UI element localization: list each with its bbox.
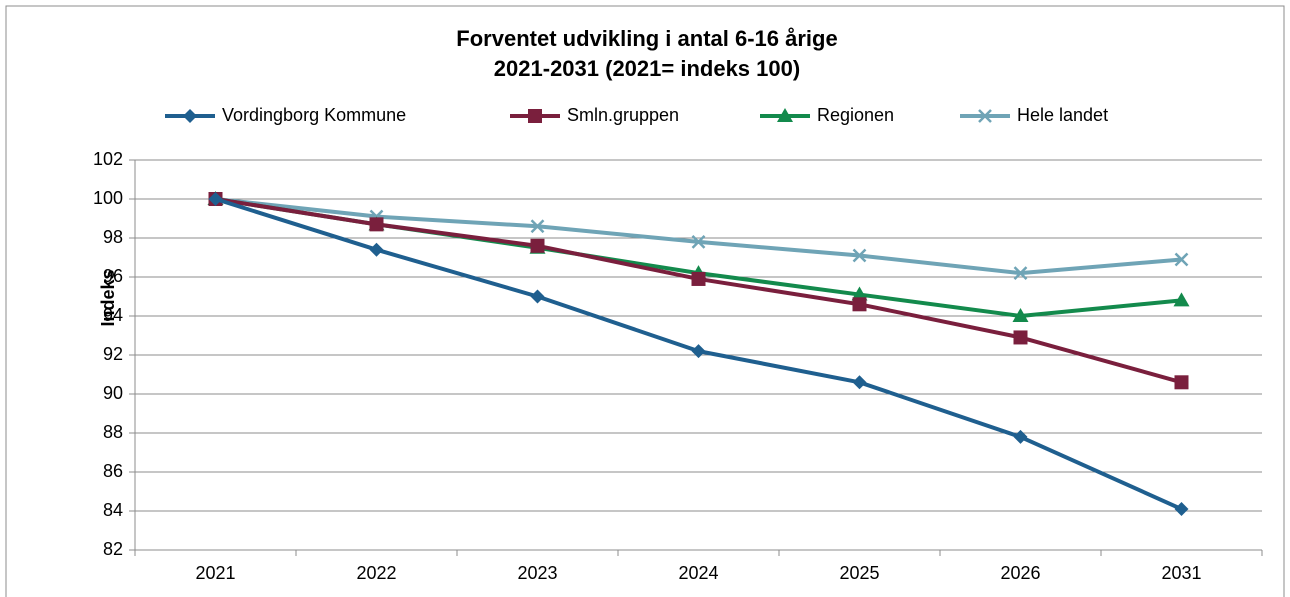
data-point xyxy=(1174,252,1189,267)
chart-subtitle: 2021-2031 (2021= indeks 100) xyxy=(494,56,800,81)
y-tick-label: 84 xyxy=(103,500,123,520)
data-point xyxy=(208,192,223,206)
chart-frame xyxy=(5,5,1285,597)
legend-marker xyxy=(528,109,542,123)
data-point xyxy=(691,344,706,359)
data-point xyxy=(1013,330,1028,345)
data-point xyxy=(852,375,867,390)
data-point xyxy=(1013,266,1028,280)
legend-marker xyxy=(777,108,793,122)
data-point xyxy=(530,219,545,234)
y-tick-label: 88 xyxy=(103,422,123,442)
data-point xyxy=(530,238,545,253)
data-point xyxy=(369,242,384,257)
y-tick-label: 94 xyxy=(103,305,123,325)
x-tick-label: 2024 xyxy=(678,563,718,583)
data-point xyxy=(1012,308,1029,322)
data-point xyxy=(369,217,384,232)
x-tick-label: 2026 xyxy=(1000,563,1040,583)
data-point xyxy=(852,297,867,312)
data-point xyxy=(851,286,868,301)
y-tick-label: 102 xyxy=(93,149,123,169)
data-point xyxy=(691,271,706,286)
legend-label: Regionen xyxy=(817,105,894,125)
data-point xyxy=(852,248,867,263)
legend-marker xyxy=(978,109,992,123)
x-tick-label: 2021 xyxy=(195,563,235,583)
y-tick-label: 92 xyxy=(103,344,123,364)
y-axis-label: Indeks xyxy=(98,269,118,326)
x-tick-label: 2023 xyxy=(517,563,557,583)
legend-marker xyxy=(183,109,197,123)
y-tick-label: 90 xyxy=(103,383,123,403)
x-tick-label: 2031 xyxy=(1161,563,1201,583)
legend-label: Smln.gruppen xyxy=(567,105,679,125)
x-tick-label: 2022 xyxy=(356,563,396,583)
data-point xyxy=(530,289,545,304)
y-tick-label: 100 xyxy=(93,188,123,208)
legend-label: Vordingborg Kommune xyxy=(222,105,406,125)
chart-title: Forventet udvikling i antal 6-16 årige xyxy=(456,26,837,51)
y-tick-label: 96 xyxy=(103,266,123,286)
y-tick-label: 86 xyxy=(103,461,123,481)
data-point xyxy=(1174,375,1189,390)
data-point xyxy=(1174,502,1189,517)
data-point xyxy=(1013,429,1028,444)
legend-label: Hele landet xyxy=(1017,105,1108,125)
y-tick-label: 98 xyxy=(103,227,123,247)
x-tick-label: 2025 xyxy=(839,563,879,583)
data-point xyxy=(691,235,706,249)
data-point xyxy=(1173,292,1190,307)
y-tick-label: 82 xyxy=(103,539,123,559)
